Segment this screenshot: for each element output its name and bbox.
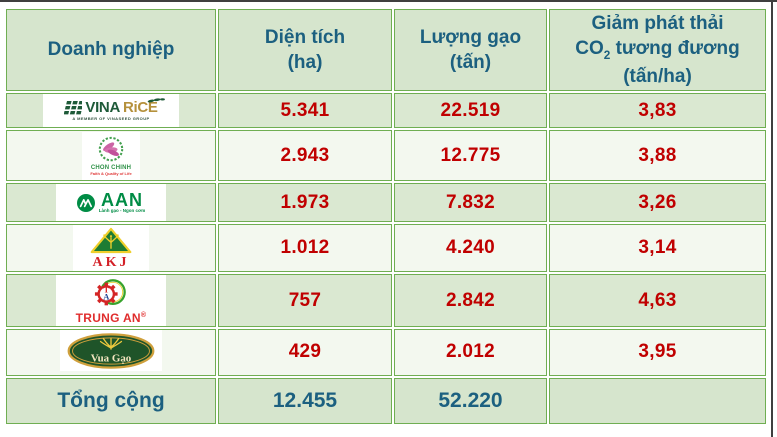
area-value: 757 xyxy=(288,289,322,311)
chon-chinh-name: CHON CHINH xyxy=(90,164,132,171)
vua-gao-name: Vua Gạo xyxy=(91,352,132,364)
cell-company-aan: AAN Lành gạo - Ngon cơm xyxy=(6,183,216,222)
total-area-value: 12.455 xyxy=(272,388,338,412)
cell-rice-trung-an: 2.842 xyxy=(394,274,547,327)
cell-area-aan: 1.973 xyxy=(218,183,392,222)
vinarice-logo: VINA RiCE A MEMBER OF VINASEED GROUP xyxy=(43,94,179,127)
area-value: 429 xyxy=(288,341,322,363)
cell-area-trung-an: 757 xyxy=(218,274,392,327)
vinarice-tagline: A MEMBER OF VINASEED GROUP xyxy=(72,116,150,121)
co2-value: 3,83 xyxy=(638,99,677,121)
cell-total-co2 xyxy=(549,377,766,424)
co2-value: 3,14 xyxy=(638,237,677,258)
chon-chinh-logo: CHON CHINH Faith & Quality of Life xyxy=(82,131,140,180)
vinarice-word1: VINA xyxy=(85,99,120,116)
cell-co2-vua-gao: 3,95 xyxy=(549,329,766,376)
cell-area-chon-chinh: 2.943 xyxy=(218,130,392,181)
chon-chinh-tagline: Faith & Quality of Life xyxy=(90,170,132,176)
table-total-row: Tổng cộng 12.455 52.220 xyxy=(6,377,766,424)
header-co2-label: Giảm phát thải CO2 tương đương (tấn/ha) xyxy=(575,13,740,87)
header-rice-label: Lượng gạo (tấn) xyxy=(419,26,522,73)
cell-company-trung-an: T A TRUNG AN® xyxy=(6,274,216,327)
cell-rice-vua-gao: 2.012 xyxy=(394,329,547,376)
cell-area-vua-gao: 429 xyxy=(218,329,392,376)
cell-company-vinarice: VINA RiCE A MEMBER OF VINASEED GROUP xyxy=(6,93,216,128)
header-cell-co2: Giảm phát thải CO2 tương đương (tấn/ha) xyxy=(549,9,766,91)
cell-total-rice: 52.220 xyxy=(394,377,547,424)
cell-total-area: 12.455 xyxy=(218,377,392,424)
cell-total-label: Tổng cộng xyxy=(6,377,216,424)
cell-company-chon-chinh: CHON CHINH Faith & Quality of Life xyxy=(6,130,216,181)
header-company-label: Doanh nghiệp xyxy=(47,39,175,61)
table-row-vua-gao: Vua Gạo 429 2.012 3,95 xyxy=(6,329,766,376)
cell-co2-trung-an: 4,63 xyxy=(549,274,766,327)
co2-value: 4,63 xyxy=(638,289,677,311)
aan-tagline: Lành gạo - Ngon cơm xyxy=(98,208,146,214)
rice-value: 4.240 xyxy=(445,237,496,258)
cell-rice-chon-chinh: 12.775 xyxy=(394,130,547,181)
cell-co2-vinarice: 3,83 xyxy=(549,93,766,128)
table-row-vinarice: VINA RiCE A MEMBER OF VINASEED GROUP 5.34… xyxy=(6,93,766,128)
cell-rice-aan: 7.832 xyxy=(394,183,547,222)
cell-rice-akj: 4.240 xyxy=(394,224,547,272)
cell-area-vinarice: 5.341 xyxy=(218,93,392,128)
table-row-akj: AKJ 1.012 4.240 3,14 xyxy=(6,224,766,272)
header-cell-company: Doanh nghiệp xyxy=(6,9,216,91)
trung-an-logo: T A TRUNG AN® xyxy=(56,275,166,326)
cell-area-akj: 1.012 xyxy=(218,224,392,272)
area-value: 1.012 xyxy=(280,237,330,258)
akj-triangle-icon xyxy=(90,227,132,253)
area-value: 1.973 xyxy=(280,191,330,213)
trung-an-name: TRUNG AN® xyxy=(75,311,147,325)
cell-co2-aan: 3,26 xyxy=(549,183,766,222)
svg-text:A: A xyxy=(103,292,110,302)
cell-company-akj: AKJ xyxy=(6,224,216,272)
rice-value: 2.842 xyxy=(445,289,496,311)
table-row-chon-chinh: CHON CHINH Faith & Quality of Life 2.943… xyxy=(6,130,766,181)
cell-co2-chon-chinh: 3,88 xyxy=(549,130,766,181)
table-row-trung-an: T A TRUNG AN® 757 2.842 4,63 xyxy=(6,274,766,327)
screenshot-right-edge-line xyxy=(771,0,773,437)
total-rice-value: 52.220 xyxy=(438,388,503,412)
header-cell-rice: Lượng gạo (tấn) xyxy=(394,9,547,91)
rice-value: 7.832 xyxy=(445,191,496,213)
header-area-label: Diện tích (ha) xyxy=(264,26,346,73)
cell-rice-vinarice: 22.519 xyxy=(394,93,547,128)
chon-chinh-wreath-icon xyxy=(98,136,124,161)
area-value: 5.341 xyxy=(280,99,330,121)
co2-value: 3,26 xyxy=(638,191,677,213)
akj-logo: AKJ xyxy=(73,225,149,271)
vinarice-word2: RiCE xyxy=(123,99,158,116)
rice-value: 2.012 xyxy=(445,341,496,363)
header-cell-area: Diện tích (ha) xyxy=(218,9,392,91)
vua-gao-oval-icon: Vua Gạo xyxy=(67,332,155,369)
rice-value: 22.519 xyxy=(440,99,501,121)
vinarice-grid-icon xyxy=(64,100,83,114)
total-label: Tổng cộng xyxy=(57,388,165,412)
vua-gao-logo: Vua Gạo xyxy=(60,330,162,371)
table-row-aan: AAN Lành gạo - Ngon cơm 1.973 7.832 3,26 xyxy=(6,183,766,222)
akj-name: AKJ xyxy=(92,254,130,270)
co2-value: 3,88 xyxy=(638,144,677,166)
table-header-row: Doanh nghiệp Diện tích (ha) Lượng gạo (t… xyxy=(6,9,766,91)
vinarice-grain-sprig-icon xyxy=(147,98,165,103)
trung-an-gear-icon: T A xyxy=(94,279,126,306)
co2-value: 3,95 xyxy=(638,341,677,363)
aan-name: AAN xyxy=(100,190,143,211)
cell-company-vua-gao: Vua Gạo xyxy=(6,329,216,376)
emissions-table: Doanh nghiệp Diện tích (ha) Lượng gạo (t… xyxy=(4,7,768,426)
aan-circle-icon xyxy=(76,193,95,212)
registered-mark: ® xyxy=(140,312,147,319)
screenshot-top-edge-line xyxy=(0,0,777,2)
cell-co2-akj: 3,14 xyxy=(549,224,766,272)
aan-logo: AAN Lành gạo - Ngon cơm xyxy=(56,184,166,221)
area-value: 2.943 xyxy=(280,144,330,166)
rice-value: 12.775 xyxy=(440,144,501,166)
svg-text:T: T xyxy=(103,285,109,295)
